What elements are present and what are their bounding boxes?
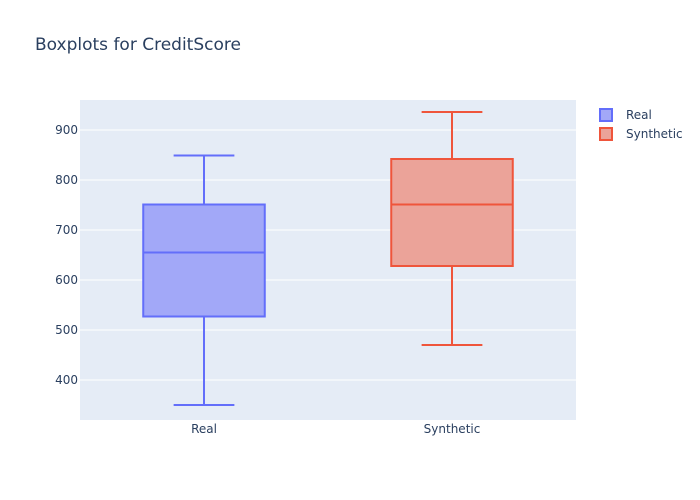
x-tick-label: Synthetic (424, 422, 481, 436)
legend[interactable]: Real Synthetic (599, 108, 683, 141)
y-tick-label: 800 (55, 173, 78, 187)
legend-label: Synthetic (626, 127, 683, 141)
legend-item-synthetic[interactable]: Synthetic (599, 127, 683, 141)
y-tick-label: 600 (55, 273, 78, 287)
box-synthetic[interactable] (390, 111, 514, 346)
iqr-box (390, 158, 514, 267)
legend-item-real[interactable]: Real (599, 108, 652, 122)
chart-title: Boxplots for CreditScore (35, 35, 241, 55)
y-tick-label: 700 (55, 223, 78, 237)
y-tick-label: 900 (55, 123, 78, 137)
x-axis-ticks: Real Synthetic (191, 422, 480, 436)
legend-swatch (599, 108, 613, 122)
legend-swatch (599, 127, 613, 141)
boxes (142, 111, 514, 406)
legend-label: Real (626, 108, 652, 122)
box-real[interactable] (142, 154, 266, 406)
x-tick-label: Real (191, 422, 217, 436)
iqr-box (142, 203, 266, 318)
y-axis-ticks: 400 500 600 700 800 900 (55, 123, 78, 387)
y-tick-label: 400 (55, 373, 78, 387)
y-tick-label: 500 (55, 323, 78, 337)
